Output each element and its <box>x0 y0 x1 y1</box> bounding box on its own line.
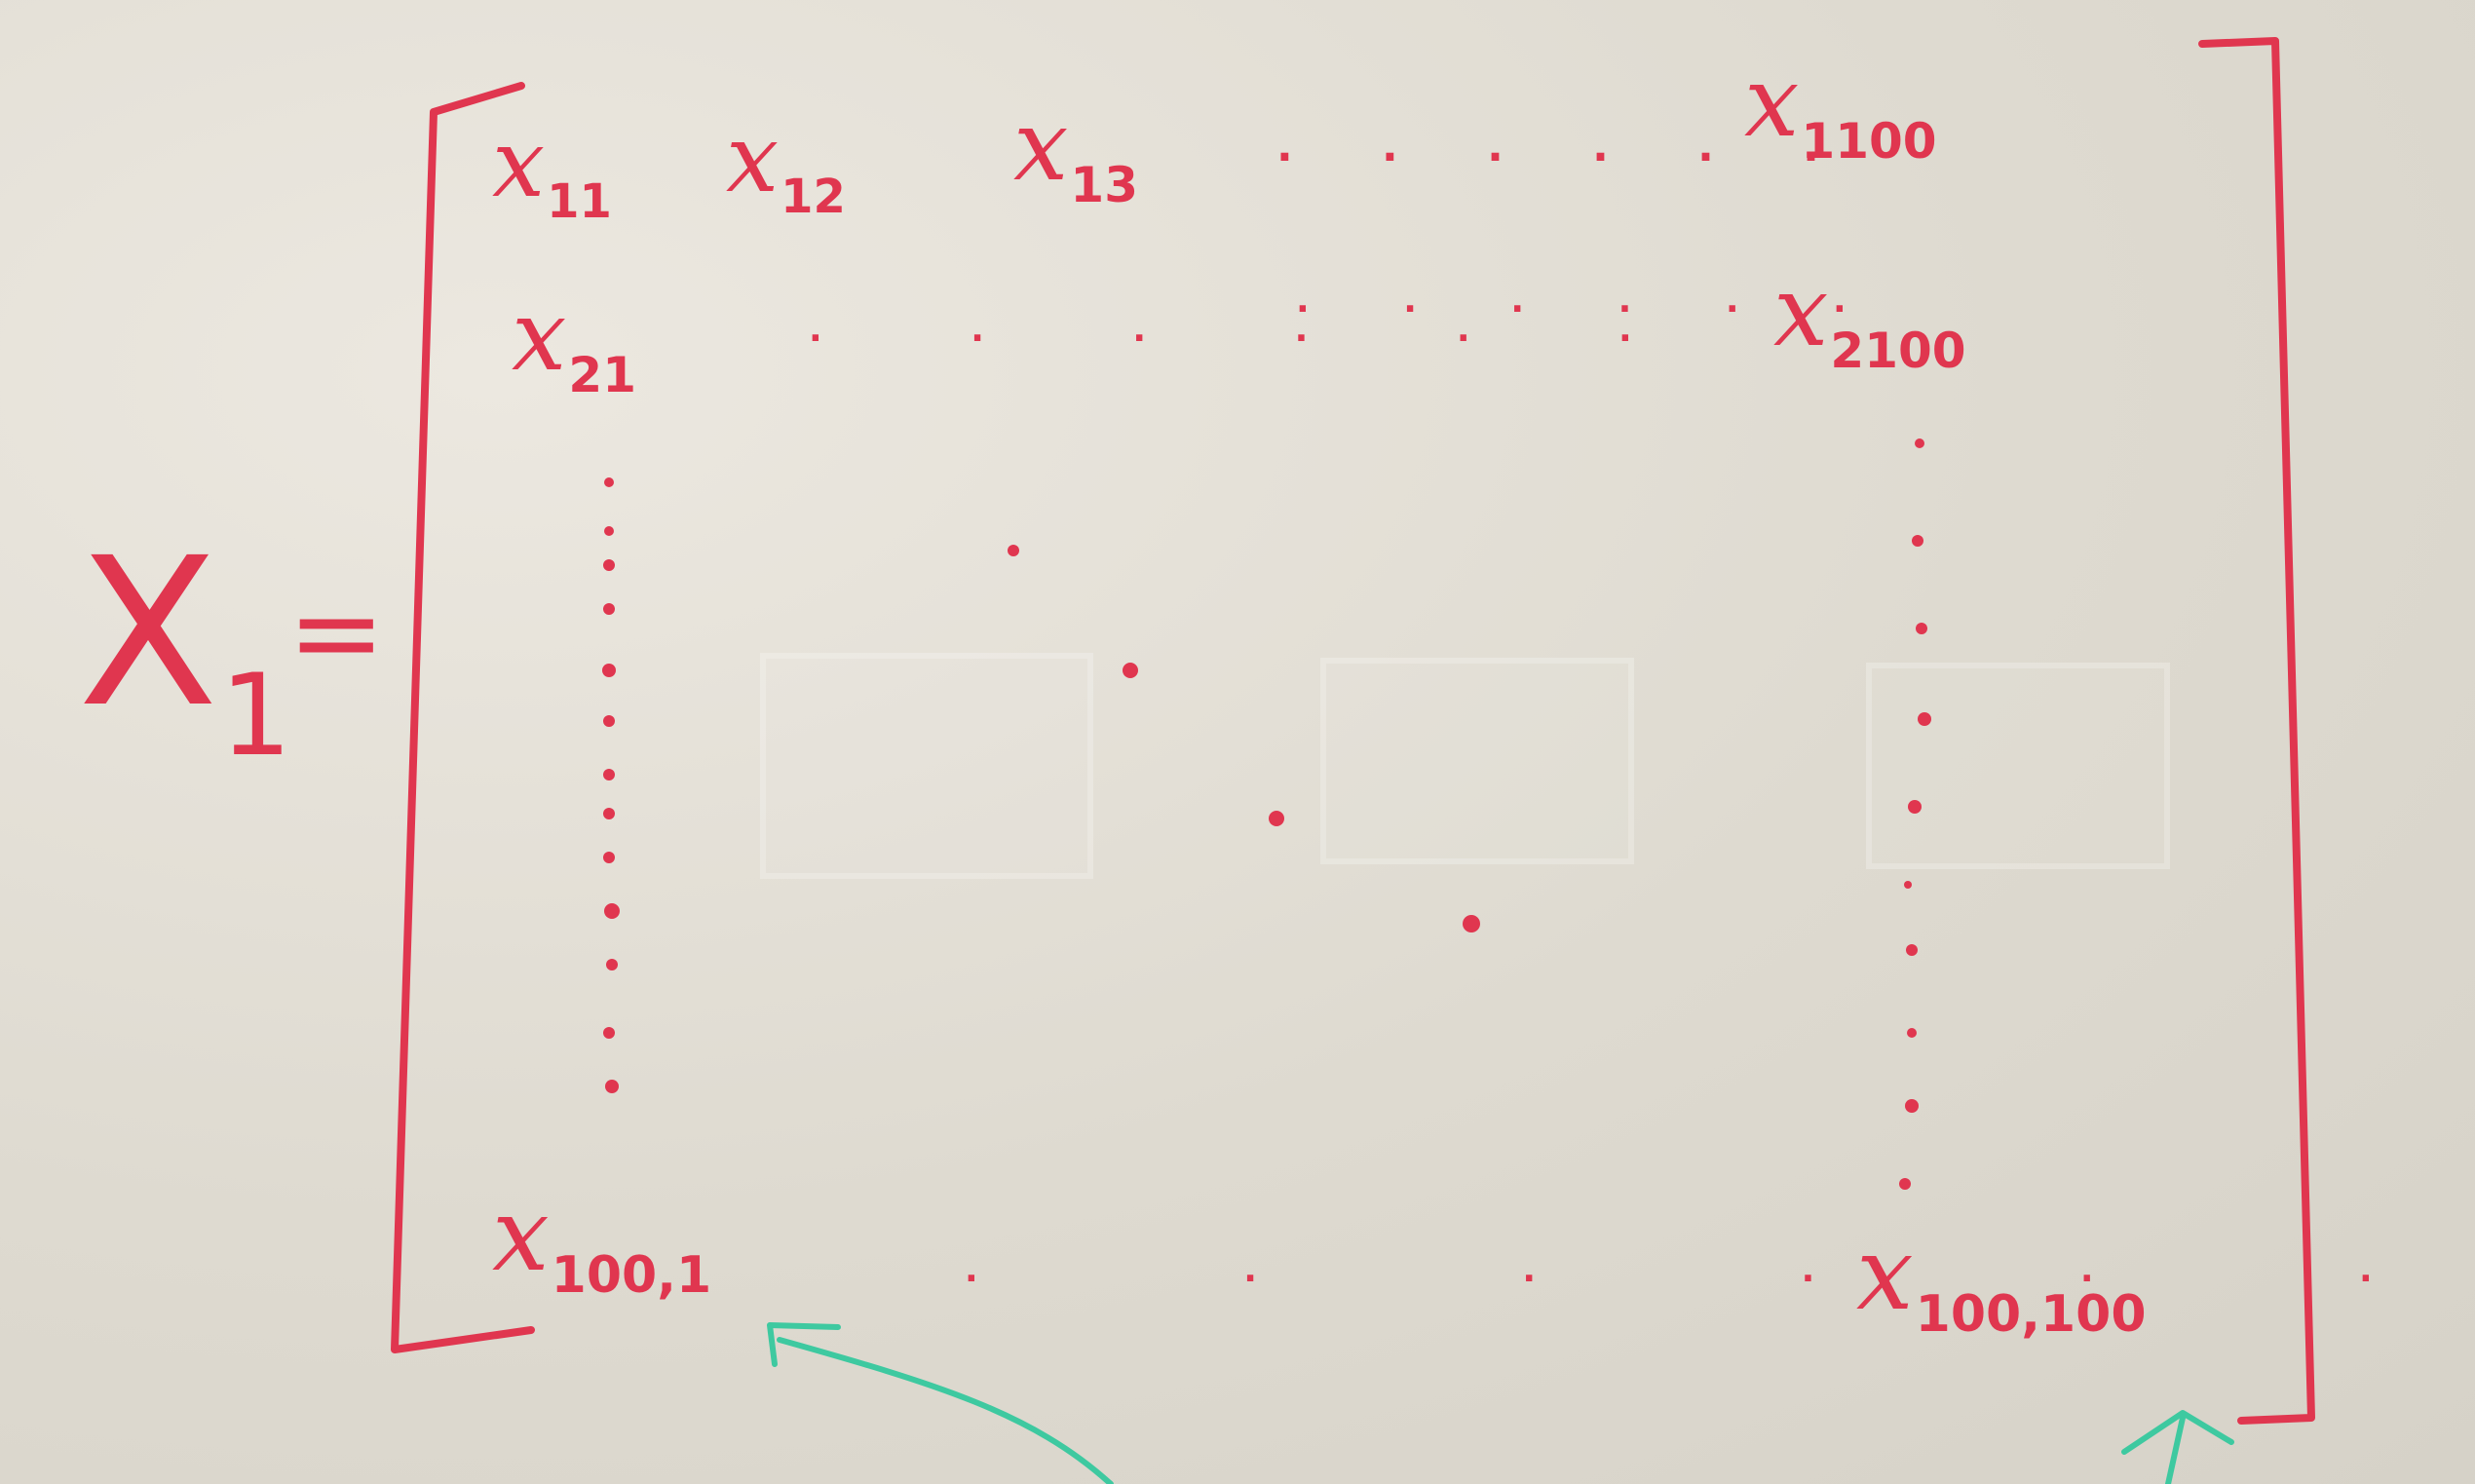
entry-x100-100: x100,100 <box>1856 1214 2147 1345</box>
last-column-vertical-dots <box>1899 438 1931 1190</box>
light-reflection <box>760 653 1093 879</box>
green-arrows <box>767 1322 2234 1484</box>
entry-x11: x11 <box>492 109 612 229</box>
entry-x12: x12 <box>726 104 846 224</box>
last-row-ellipsis: · · · · · · <box>965 1259 2475 1299</box>
entry-x1-100: x1100 <box>1744 45 1937 170</box>
left-bracket <box>391 82 535 1353</box>
light-reflection <box>1866 663 2170 869</box>
entry-x13: x13 <box>1013 89 1138 213</box>
lhs-subscript: 1 <box>219 650 292 781</box>
entry-x2-100: x2100 <box>1773 254 1966 379</box>
diagonal-dots <box>1008 545 1480 932</box>
row2-ellipsis-left: · · · · · · <box>809 319 1700 359</box>
lhs-expression: X1 <box>78 531 291 773</box>
arrow-head-x100-1 <box>767 1322 841 1367</box>
right-bracket <box>2198 37 2315 1425</box>
arrow-to-x100-100 <box>2165 1415 2186 1484</box>
column1-vertical-dots <box>602 477 620 1093</box>
light-reflection <box>1320 658 1634 864</box>
lhs-symbol: X <box>78 514 218 752</box>
arrow-head-x100-100 <box>2121 1410 2234 1455</box>
row2-ellipsis-right: · · · · · · <box>1296 289 1887 329</box>
entry-x100-1: x100,1 <box>492 1175 712 1306</box>
arrow-to-x100-1 <box>777 1337 1114 1484</box>
equals-sign: = <box>287 565 386 701</box>
entry-x21: x21 <box>512 279 636 403</box>
row1-ellipsis: · · · · · · <box>1276 133 1856 182</box>
